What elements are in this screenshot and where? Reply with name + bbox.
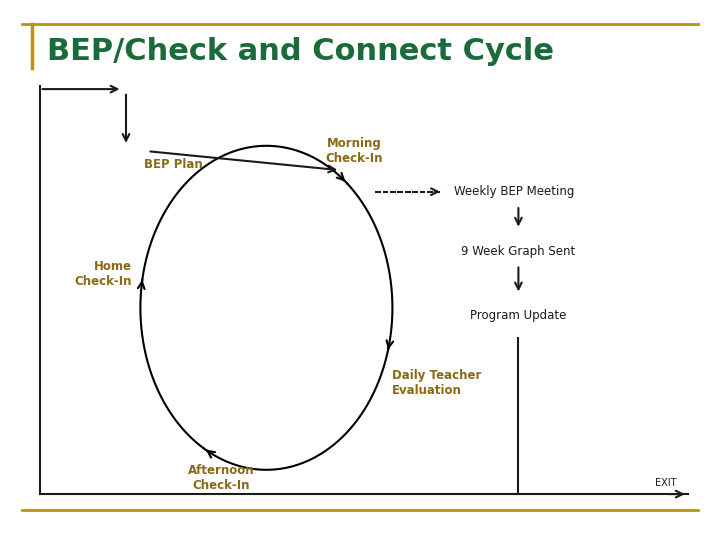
Text: 9 Week Graph Sent: 9 Week Graph Sent <box>462 245 575 258</box>
Text: EXIT: EXIT <box>655 477 677 488</box>
Text: Afternoon
Check-In: Afternoon Check-In <box>188 464 255 492</box>
Text: BEP/Check and Connect Cycle: BEP/Check and Connect Cycle <box>47 37 554 66</box>
Text: Daily Teacher
Evaluation: Daily Teacher Evaluation <box>392 369 481 396</box>
Text: Morning
Check-In: Morning Check-In <box>326 137 383 165</box>
Text: Home
Check-In: Home Check-In <box>74 260 132 288</box>
Text: Program Update: Program Update <box>470 309 567 322</box>
Text: Weekly BEP Meeting: Weekly BEP Meeting <box>454 185 574 198</box>
Text: BEP Plan: BEP Plan <box>144 158 203 171</box>
